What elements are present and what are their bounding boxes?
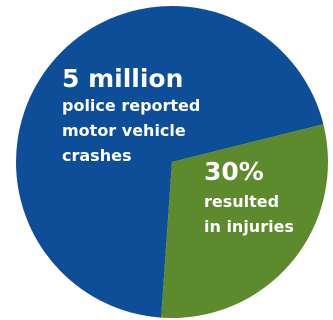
crashes-caption-line-2: motor vehicle <box>62 121 186 140</box>
crashes-caption-line-1: police reported <box>62 96 200 115</box>
injuries-caption-line-1: resulted <box>204 192 279 211</box>
injuries-caption-line-2: in injuries <box>204 217 294 236</box>
injuries-headline: 30% <box>204 157 264 186</box>
crashes-headline: 5 million <box>62 64 183 93</box>
crashes-caption-line-3: crashes <box>62 146 131 165</box>
